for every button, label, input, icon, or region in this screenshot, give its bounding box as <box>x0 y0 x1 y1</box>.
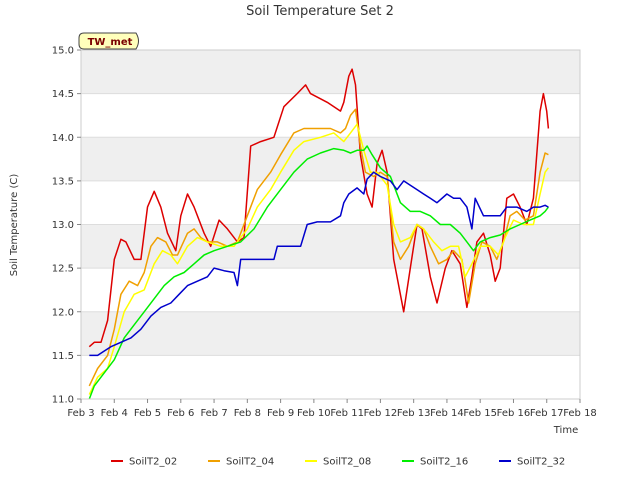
x-tick-label: Feb 6 <box>167 408 194 419</box>
background-band <box>81 311 580 356</box>
background-band <box>81 268 580 312</box>
legend-label: SoilT2_08 <box>323 457 371 468</box>
legend-label: SoilT2_16 <box>420 457 468 468</box>
x-tick-label: Feb 17 <box>530 408 564 419</box>
background-band <box>81 93 580 138</box>
badge-shape <box>78 32 139 50</box>
x-tick-label: Feb 10 <box>297 408 331 419</box>
legend: SoilT2_02 SoilT2_04 SoilT2_08 SoilT2_16 Soil… <box>111 457 565 468</box>
x-tick-label: Feb 8 <box>234 408 261 419</box>
x-tick-label: Feb 11 <box>330 408 364 419</box>
series-line-soilt2-16 <box>88 145 549 400</box>
background-band <box>81 50 580 94</box>
y-tick-label: 11.5 <box>52 351 74 362</box>
tw-met-badge: TW_met <box>78 32 139 50</box>
y-tick-label: 15.0 <box>52 46 74 57</box>
x-tick-label: Feb 12 <box>364 408 398 419</box>
x-tick-label: Feb 7 <box>200 408 227 419</box>
y-tick-label: 13.5 <box>52 176 74 187</box>
x-tick-label: Feb 4 <box>101 408 128 419</box>
series-line-soilt2-32 <box>89 171 549 357</box>
y-tick-label: 12.0 <box>52 307 74 318</box>
series-line-soilt2-04 <box>88 108 549 387</box>
x-tick-label: Feb 14 <box>430 408 464 419</box>
x-tick-label: Feb 13 <box>397 408 431 419</box>
x-tick-label: Feb 3 <box>67 408 94 419</box>
y-tick-label: 14.5 <box>52 89 74 100</box>
x-axis-label: Time <box>553 425 578 436</box>
legend-label: SoilT2_32 <box>517 457 565 468</box>
x-tick-label: Feb 16 <box>497 408 531 419</box>
y-tick-label: 13.0 <box>52 220 74 231</box>
x-tick-label: Feb 15 <box>463 408 497 419</box>
legend-label: SoilT2_04 <box>226 457 274 468</box>
y-tick-label: 14.0 <box>52 133 74 144</box>
series-line-soilt2-02 <box>88 68 550 348</box>
y-axis-ticks: 11.0 11.5 12.0 12.5 13.0 13.5 14.0 14.5 15.0 <box>52 46 81 406</box>
background-band <box>81 224 580 269</box>
series-line-soilt2-08 <box>88 123 549 395</box>
background-band <box>81 137 580 181</box>
y-tick-label: 11.0 <box>52 395 74 406</box>
x-tick-label: Feb 5 <box>134 408 161 419</box>
chart-title: Soil Temperature Set 2 <box>246 4 394 19</box>
x-tick-label: Feb 18 <box>563 408 597 419</box>
badge-label: TW_met <box>88 37 133 48</box>
series-lines <box>88 68 550 400</box>
y-axis-label: Soil Temperature (C) <box>9 174 20 277</box>
background-band <box>81 355 580 399</box>
x-tick-label: Feb 9 <box>267 408 294 419</box>
y-tick-label: 12.5 <box>52 264 74 275</box>
legend-label: SoilT2_02 <box>129 457 177 468</box>
x-axis-ticks: Feb 3 Feb 4 Feb 5 Feb 6 Feb 7 Feb 8 Feb 9 Feb 1… <box>67 399 597 419</box>
